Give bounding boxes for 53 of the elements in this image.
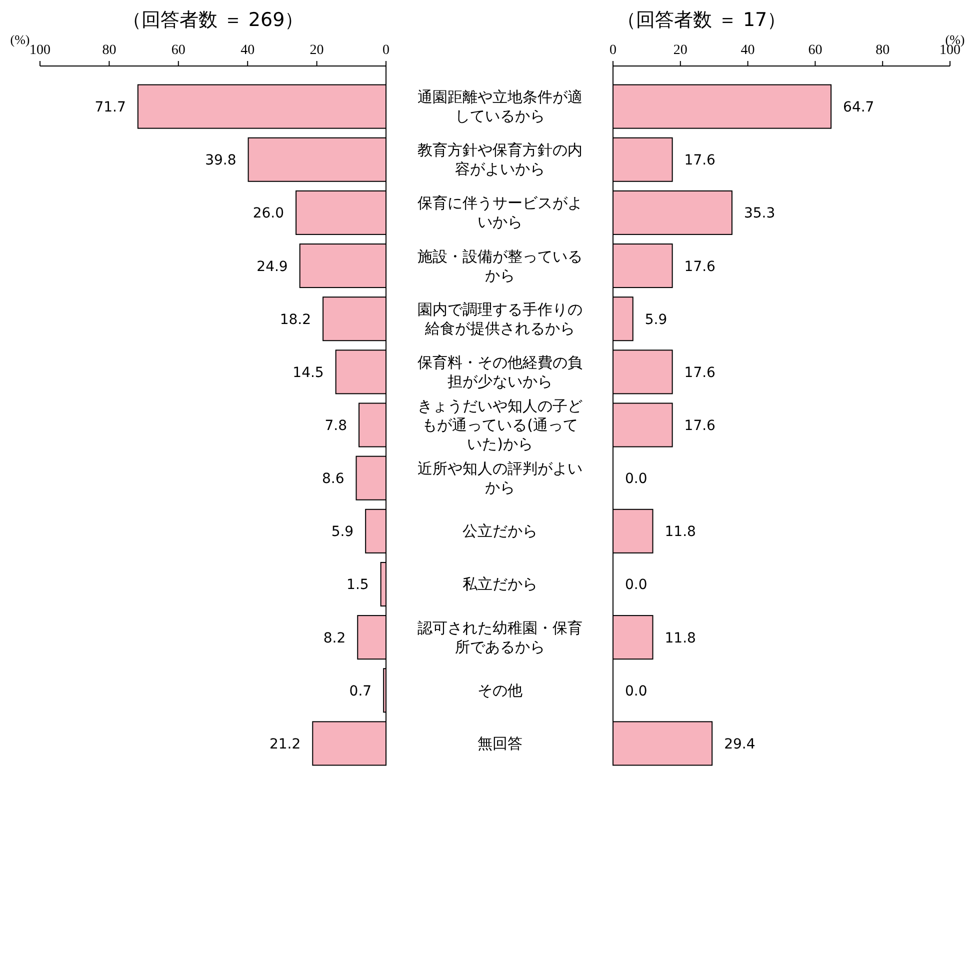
data-label: 8.6: [322, 471, 344, 488]
chart-title: （回答者数 ＝ 269）: [122, 9, 304, 31]
x-tick-label: 20: [673, 43, 688, 58]
data-label: 0.7: [349, 683, 372, 700]
data-label: 26.0: [252, 206, 284, 222]
x-tick-label: 80: [102, 43, 116, 58]
data-label: 7.8: [324, 418, 348, 434]
data-label: 5.9: [331, 524, 354, 540]
data-label: 17.6: [684, 364, 716, 381]
x-tick-label: 60: [171, 43, 186, 58]
y-tick-label: 施設・設備が整っているから: [418, 247, 582, 284]
y-tick-label: 私立だから: [462, 575, 538, 594]
data-label: 24.9: [256, 258, 288, 275]
y-tick-label: 保育に伴うサービスがよいから: [418, 194, 582, 232]
chart-title: （回答者数 ＝ 17）: [616, 9, 786, 31]
y-tick-label: 近所や知人の評判がよいから: [418, 460, 582, 497]
y-tick-label: その他: [478, 681, 522, 700]
data-label: 11.8: [664, 630, 696, 646]
x-tick-label: 40: [740, 43, 755, 58]
data-label: 17.6: [684, 418, 716, 434]
data-label: 14.5: [292, 364, 324, 381]
data-label: 0.0: [625, 683, 648, 700]
y-tick-label: きょうだいや知人の子どもが通っている(通っていた)から: [418, 397, 582, 453]
data-label: 0.0: [625, 471, 648, 488]
data-label: 1.5: [346, 577, 369, 594]
data-label: 11.8: [664, 524, 696, 540]
x-tick-label: 20: [310, 43, 324, 58]
y-tick-label: 公立だから: [462, 522, 538, 540]
data-label: 21.2: [269, 736, 301, 752]
y-tick-label: 無回答: [478, 734, 522, 752]
data-label: 0.0: [625, 577, 648, 594]
x-tick-label: 0: [610, 43, 616, 58]
data-label: 18.2: [280, 312, 312, 328]
y-tick-label: 教育方針や保育方針の内容がよいから: [418, 141, 582, 178]
x-tick-label: 40: [240, 43, 255, 58]
data-label: 17.6: [684, 258, 716, 275]
x-tick-label: 60: [808, 43, 822, 58]
data-label: 64.7: [843, 100, 874, 116]
data-label: 17.6: [684, 152, 716, 169]
data-label: 71.7: [94, 100, 126, 116]
x-tick-label: 80: [876, 43, 890, 58]
data-label: 35.3: [744, 206, 776, 222]
x-tick-label: 0: [382, 43, 390, 58]
x-tick-label: 100: [30, 43, 50, 58]
data-label: 39.8: [205, 152, 236, 169]
data-label: 8.2: [323, 630, 346, 646]
data-label: 5.9: [644, 312, 668, 328]
y-tick-label: 保育料・その他経費の負担が少ないから: [418, 353, 582, 390]
y-tick-label: 認可された幼稚園・保育所であるから: [418, 618, 582, 656]
x-axis-title: (%): [10, 32, 30, 47]
y-tick-label: 通園距離や立地条件が適しているから: [418, 88, 582, 126]
data-label: 29.4: [724, 736, 756, 752]
y-tick-label: 園内で調理する手作りの給食が提供されるから: [418, 300, 582, 338]
